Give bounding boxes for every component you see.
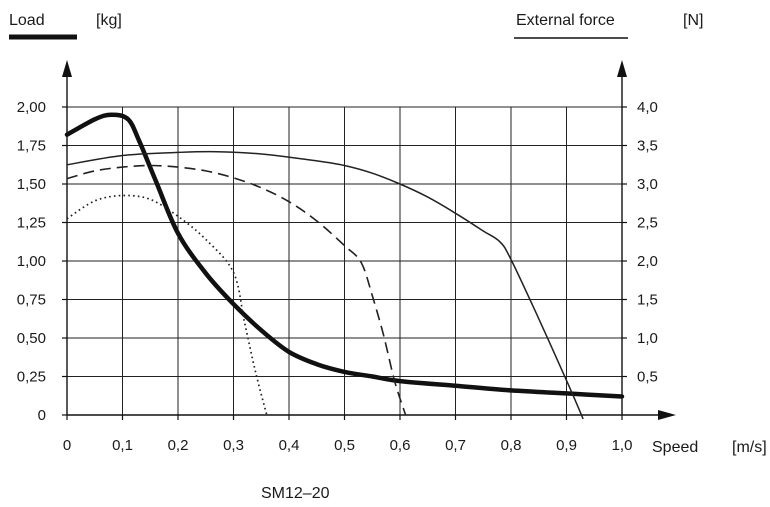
- right-tick-label: 1,0: [637, 330, 658, 347]
- left-tick-label: 0,25: [17, 369, 46, 386]
- right-tick-label: 3,5: [637, 138, 658, 155]
- x-tick-label: 0,4: [279, 437, 300, 454]
- right-tick-label: 0,5: [637, 369, 658, 386]
- left-tick-label: 0,50: [17, 330, 46, 347]
- series-line-thick: [64, 112, 625, 399]
- right-axis-label: External force: [516, 12, 615, 29]
- left-tick-label: 2,00: [17, 99, 46, 116]
- x-tick-label: 0: [63, 437, 71, 454]
- right-tick-label: 2,0: [637, 253, 658, 270]
- right-tick-label: 4,0: [637, 99, 658, 116]
- right-axis-arrow: [617, 60, 627, 77]
- right-tick-label: 2,5: [637, 215, 658, 232]
- data-curves: [64, 112, 625, 420]
- tick-labels: 0 0,1 0,2 0,3 0,4 0,5 0,6 0,7 0,8 0,9 1,000,250,50…: [17, 99, 658, 454]
- left-tick-label: 0: [38, 407, 46, 424]
- series-line-dashed: [66, 164, 407, 416]
- left-axis-unit: [kg]: [96, 12, 122, 29]
- left-tick-label: 1,00: [17, 253, 46, 270]
- right-tick-label: 3,0: [637, 176, 658, 193]
- left-tick-label: 1,50: [17, 176, 46, 193]
- x-tick-label: 0,7: [445, 437, 466, 454]
- x-axis-unit: [m/s]: [732, 439, 767, 456]
- left-axis-label: Load: [9, 12, 45, 29]
- x-tick-label: 0,5: [334, 437, 355, 454]
- x-tick-label: 0,2: [168, 437, 189, 454]
- x-tick-label: 0,1: [112, 437, 133, 454]
- x-tick-label: 0,3: [223, 437, 244, 454]
- right-axis-unit: [N]: [683, 12, 703, 29]
- left-tick-label: 0,75: [17, 292, 46, 309]
- chart-caption: SM12–20: [261, 485, 330, 502]
- x-axis-label: Speed: [652, 439, 698, 456]
- left-tick-label: 1,75: [17, 138, 46, 155]
- left-axis-arrow: [62, 60, 72, 77]
- left-tick-label: 1,25: [17, 215, 46, 232]
- x-axis-arrow: [658, 410, 676, 420]
- right-tick-label: 1,5: [637, 292, 658, 309]
- x-tick-label: 1,0: [612, 437, 633, 454]
- series-line-dotted: [66, 194, 268, 416]
- series-line-solid: [66, 150, 584, 420]
- x-tick-label: 0,6: [390, 437, 411, 454]
- x-tick-label: 0,8: [501, 437, 522, 454]
- x-tick-label: 0,9: [556, 437, 577, 454]
